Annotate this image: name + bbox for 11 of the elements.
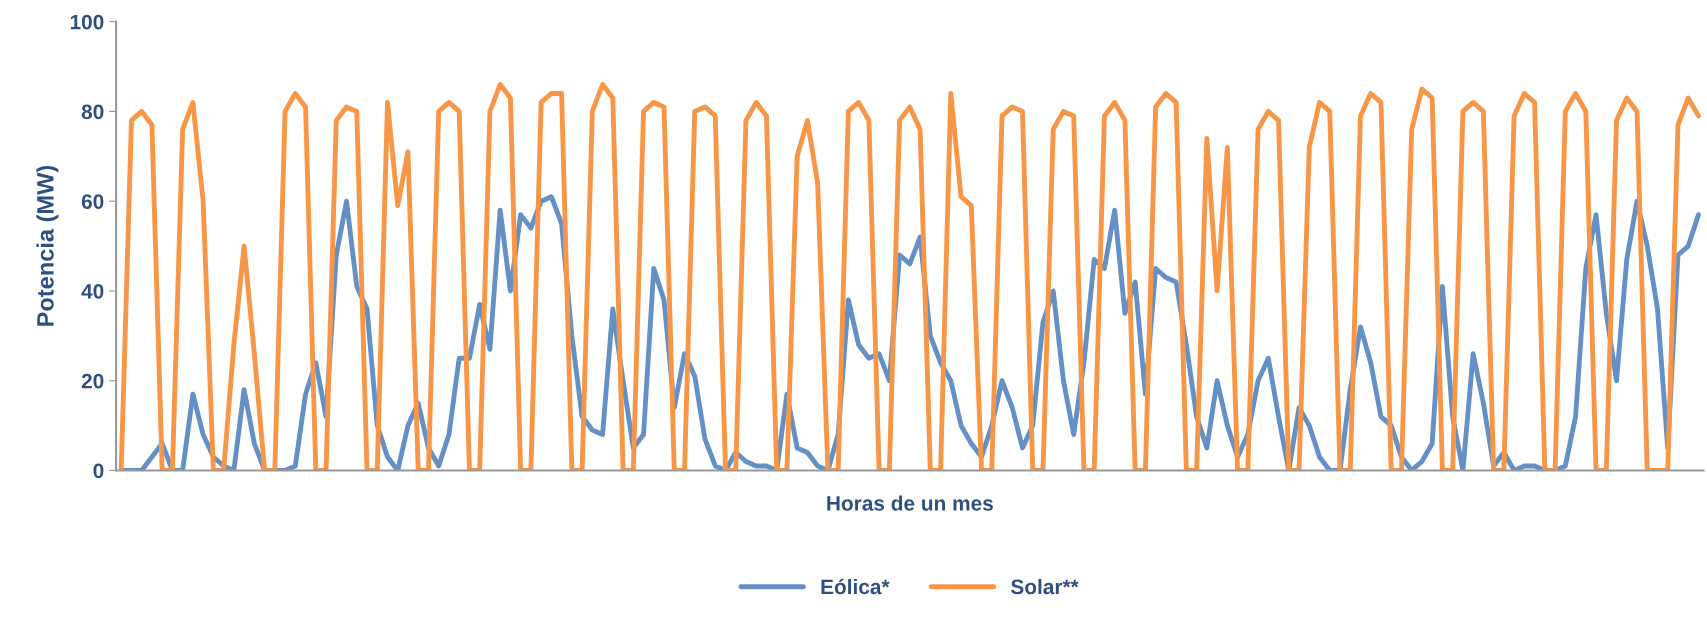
- legend-label: Solar**: [1011, 578, 1079, 595]
- y-tick-label: 20: [81, 373, 104, 389]
- legend-label: Eólica*: [821, 578, 890, 595]
- y-tick-label: 80: [81, 104, 104, 120]
- y-tick-label: 100: [70, 14, 104, 30]
- y-axis-title: Potencia (MW): [36, 165, 59, 326]
- y-tick-label: 0: [93, 463, 104, 479]
- line-series: [118, 82, 1701, 471]
- x-axis-title: Horas de un mes: [827, 495, 993, 511]
- y-tick-label: 60: [81, 194, 104, 209]
- y-tick-label: 40: [81, 283, 104, 299]
